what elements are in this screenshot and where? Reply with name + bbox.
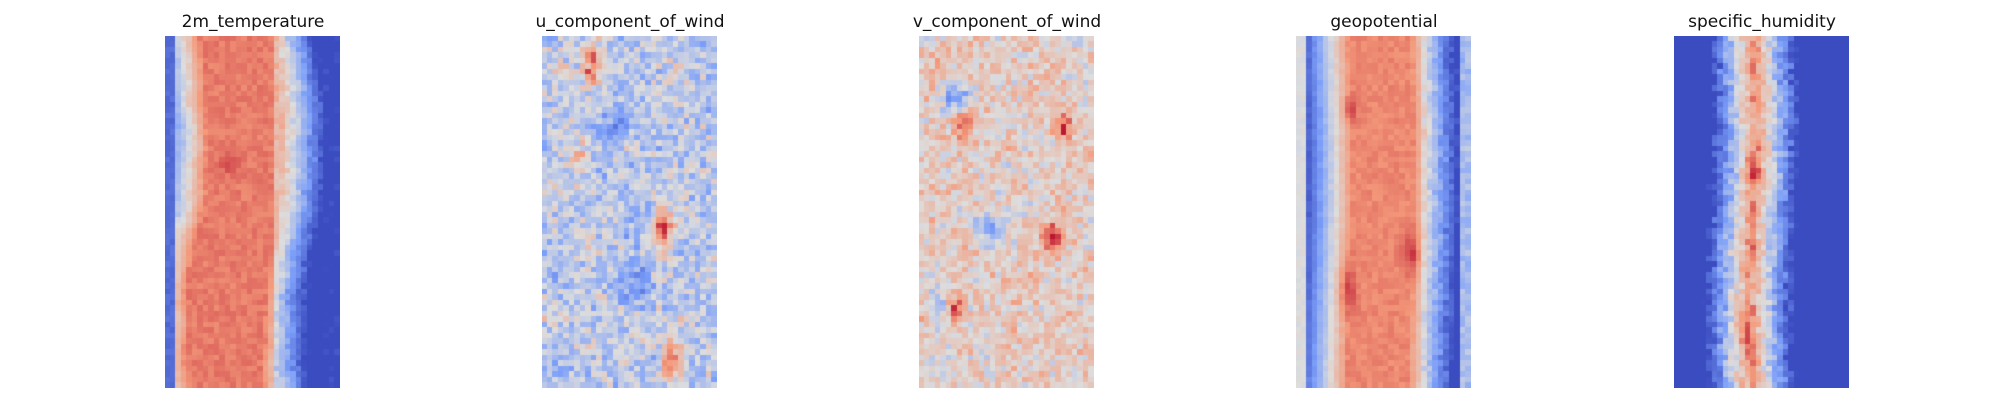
chart-title: u_component_of_wind (535, 12, 725, 32)
chart-title: geopotential (1330, 12, 1438, 32)
panel-u-component-of-wind: u_component_of_wind (480, 0, 780, 400)
chart-title: 2m_temperature (181, 12, 325, 32)
heatmap-u-component-of-wind (542, 36, 717, 388)
panel-geopotential: geopotential (1234, 0, 1534, 400)
heatmap-2m-temperature (165, 36, 340, 388)
panel-specific-humidity: specific_humidity (1612, 0, 1912, 400)
heatmap-specific-humidity (1674, 36, 1849, 388)
chart-title: v_component_of_wind (912, 12, 1102, 32)
panel-2m-temperature: 2m_temperature (103, 0, 403, 400)
panel-v-component-of-wind: v_component_of_wind (857, 0, 1157, 400)
chart-title: specific_humidity (1688, 12, 1836, 32)
heatmap-geopotential (1296, 36, 1471, 388)
heatmap-v-component-of-wind (919, 36, 1094, 388)
